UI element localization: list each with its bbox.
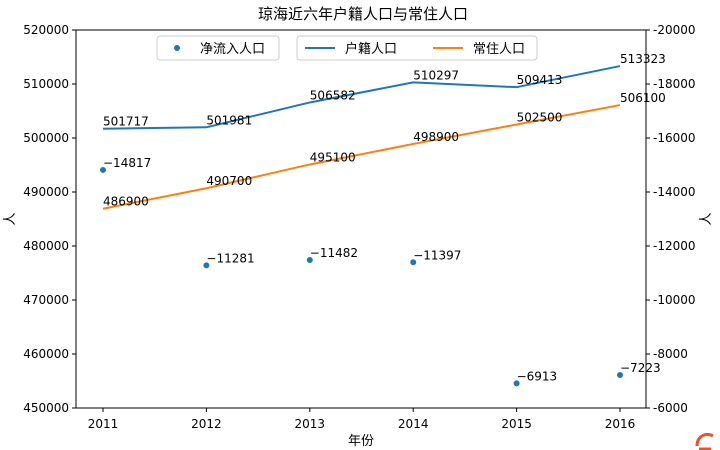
legend-swatch-net-inflow	[174, 45, 180, 51]
x-tick-label: 2011	[88, 417, 119, 431]
point-net-inflow	[203, 262, 210, 269]
data-label-registered: 501981	[206, 113, 252, 127]
series-line-registered	[102, 65, 621, 130]
point-net-inflow	[100, 166, 106, 173]
y2-tick-label: -8000	[653, 347, 688, 361]
data-label-resident: 502500	[517, 111, 563, 125]
data-label-registered: 509413	[517, 73, 563, 87]
y-axis-label: 人	[3, 212, 18, 225]
data-label-registered: 510297	[413, 68, 459, 82]
watermark-logo-icon	[695, 432, 714, 450]
x-tick-label: 2014	[398, 417, 429, 431]
data-label-registered: 506582	[310, 88, 356, 102]
y2-tick-label: -12000	[653, 239, 696, 253]
chart-marks: 501717 501981 506582 510297 509413 513323 4869…	[100, 52, 666, 387]
plot-frame	[75, 29, 647, 409]
x-tick-label: 2012	[191, 417, 222, 431]
y-tick-label: 510000	[23, 77, 69, 91]
legend-box-scatter	[156, 35, 280, 61]
y2-axis-label: 人	[699, 212, 714, 225]
y2-tick-label: -16000	[653, 131, 696, 145]
data-label-registered: 513323	[620, 52, 666, 66]
x-tick-label: 2016	[605, 417, 636, 431]
legend-box-lines	[296, 35, 538, 61]
y-tick-label: 450000	[23, 401, 69, 415]
data-label-net-inflow: −11397	[413, 248, 461, 262]
chart-title: 琼海近六年户籍人口与常住人口	[258, 5, 468, 23]
data-label-resident: 495100	[310, 150, 356, 164]
legend-label-resident: 常住人口	[473, 42, 525, 57]
point-net-inflow	[410, 259, 417, 266]
legend-label-registered: 户籍人口	[345, 41, 397, 57]
data-label-net-inflow: −6913	[517, 369, 558, 383]
y2-tick-label: -6000	[653, 401, 688, 415]
y-tick-label: 480000	[23, 239, 69, 253]
x-tick-label: 2013	[295, 417, 326, 431]
y-tick-label: 520000	[23, 23, 69, 37]
y-tick-label: 490000	[23, 185, 69, 199]
data-label-net-inflow: −11482	[310, 246, 358, 260]
data-label-net-inflow: −14817	[103, 156, 151, 170]
y-tick-label: 500000	[23, 131, 69, 145]
legend-label-net-inflow: 净流入人口	[200, 42, 265, 57]
data-label-resident: 506100	[620, 91, 666, 105]
point-net-inflow	[617, 371, 623, 378]
legend: 净流入人口 户籍人口 常住人口	[156, 35, 538, 61]
point-net-inflow	[306, 256, 313, 263]
data-label-net-inflow: −7223	[620, 361, 661, 375]
y2-tick-label: -18000	[653, 77, 696, 91]
data-label-resident: 498900	[413, 130, 459, 144]
x-axis-label: 年份	[348, 434, 374, 449]
point-net-inflow	[513, 380, 520, 387]
y2-tick-label: -10000	[653, 293, 696, 307]
y-tick-label: 460000	[23, 347, 69, 361]
y-tick-label: 470000	[23, 293, 69, 307]
y2-tick-label: -14000	[653, 185, 696, 199]
data-label-registered: 501717	[103, 115, 149, 129]
data-label-resident: 486900	[103, 195, 149, 209]
x-tick-label: 2015	[501, 417, 532, 431]
y2-tick-label: -20000	[653, 23, 696, 37]
axes: 2011 2012 2013 2014 2015 2016 450000 460000 4700…	[23, 23, 695, 431]
data-label-resident: 490700	[206, 174, 252, 188]
series-line-resident	[102, 104, 621, 210]
data-label-net-inflow: −11281	[206, 251, 254, 265]
